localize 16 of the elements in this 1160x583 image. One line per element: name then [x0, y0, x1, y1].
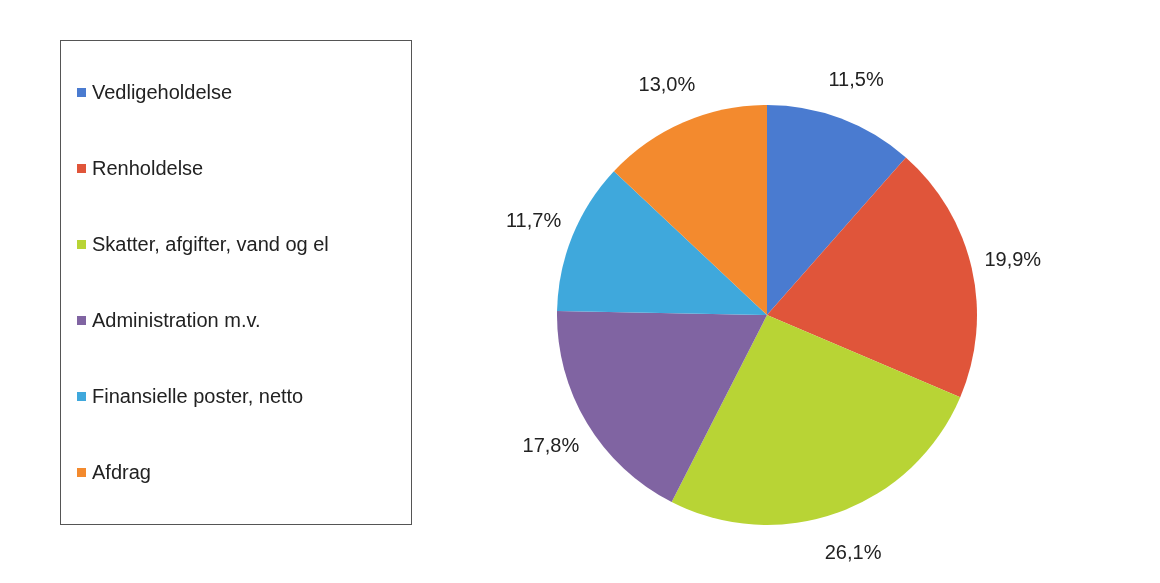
data-label: 11,5% — [828, 68, 884, 91]
pie-slice — [767, 157, 977, 398]
legend-label: Finansielle poster, netto — [92, 384, 304, 408]
data-label: 26,1% — [824, 540, 882, 563]
pie-slice — [767, 105, 906, 315]
data-label: 11,7% — [505, 209, 562, 232]
pie-slice — [671, 315, 961, 525]
legend-label: Administration m.v. — [92, 308, 261, 332]
legend-label: Skatter, afgifter, vand og el — [92, 233, 329, 257]
legend-label: Vedligeholdelse — [92, 81, 233, 105]
legend-label: Renholdelse — [92, 157, 204, 181]
data-label: 19,9% — [984, 248, 1042, 271]
data-label: 13,0% — [638, 72, 696, 95]
legend-label: Afdrag — [92, 460, 151, 484]
data-label: 17,8% — [522, 433, 580, 456]
pie-slice — [613, 105, 767, 315]
